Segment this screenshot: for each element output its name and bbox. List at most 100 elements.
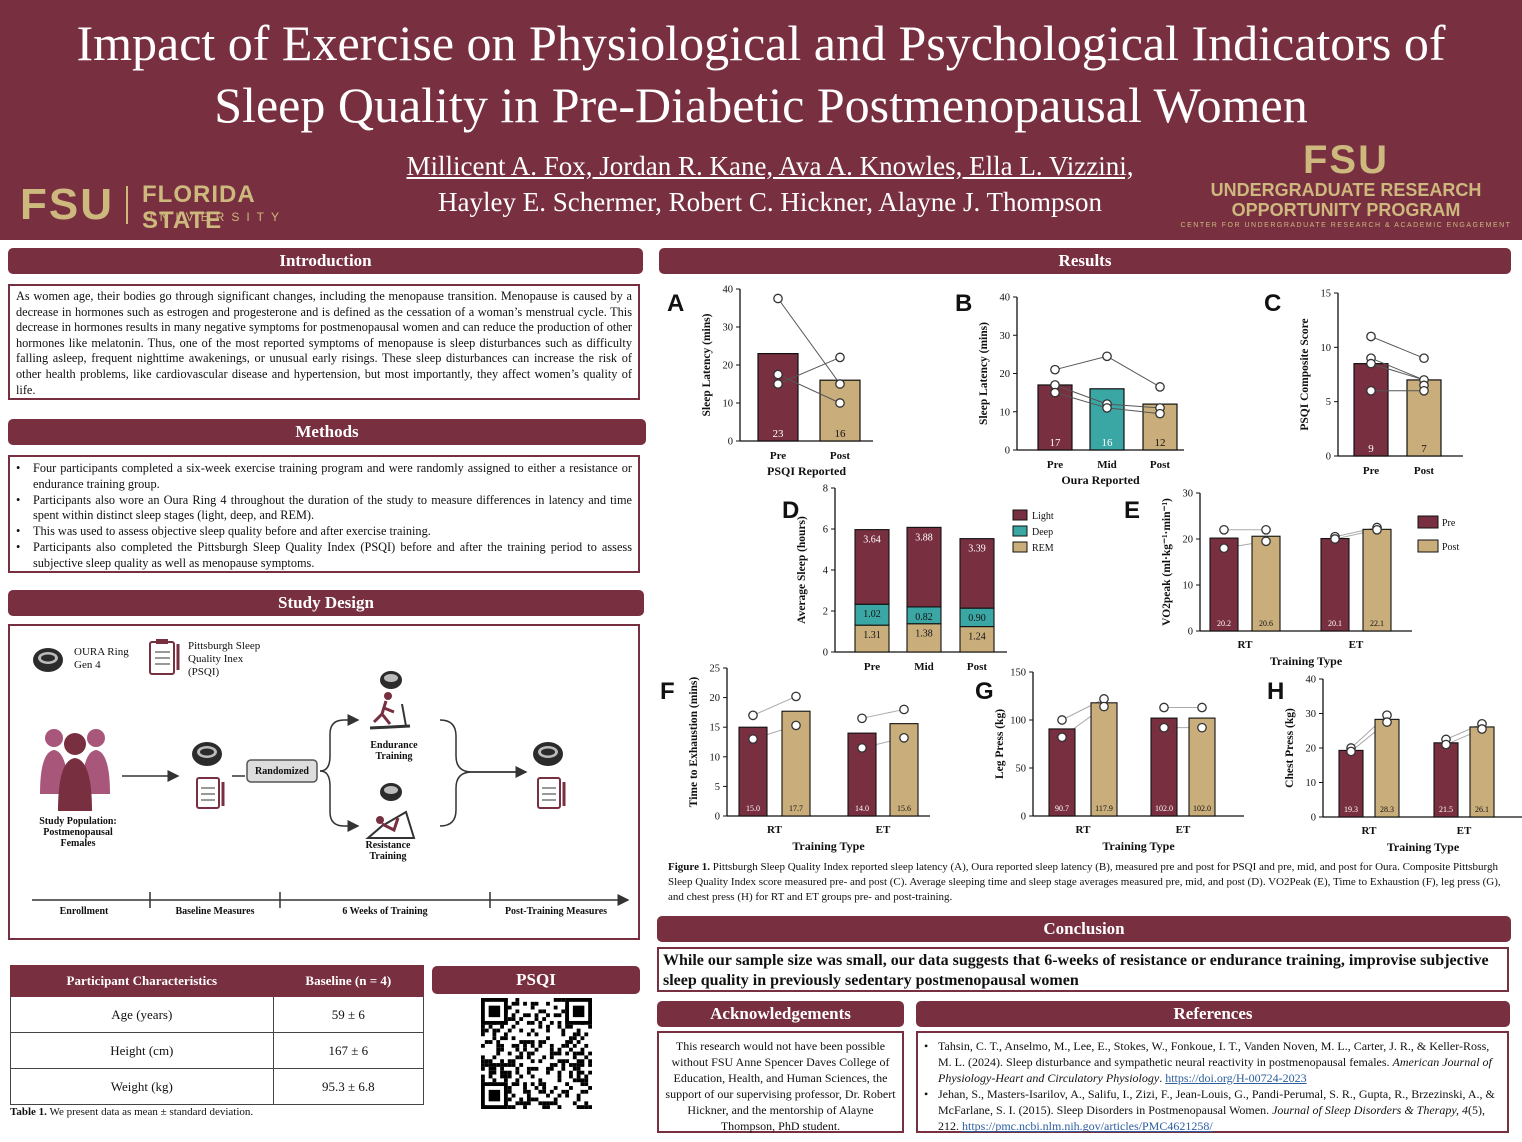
post-clipboard-icon	[537, 777, 566, 809]
x-tick-label-F: ET	[876, 824, 891, 836]
table-header: Participant Characteristics	[10, 965, 274, 997]
qr-module	[481, 1024, 485, 1029]
qr-module	[515, 1066, 520, 1071]
title-line-1: Impact of Exercise on Physiological and …	[76, 15, 1446, 71]
subject-line-F	[861, 708, 905, 719]
reference-link[interactable]: https://doi.org/H-00724-2023	[1165, 1071, 1307, 1085]
qr-module	[515, 1078, 520, 1083]
data-point-H	[1382, 717, 1392, 727]
y-tick-label-G: 100	[1010, 716, 1026, 727]
qr-module	[519, 1074, 524, 1079]
x-axis-label-G: Training Type	[1102, 839, 1175, 853]
references-list: Tahsin, C. T., Anselmo, M., Lee, E., Sto…	[916, 1031, 1509, 1133]
y-tick-label-C: 0	[1326, 452, 1331, 463]
stacked-bar-light	[906, 526, 942, 608]
qr-module	[526, 1097, 531, 1102]
bar-value-label-C: 9	[1368, 443, 1374, 455]
x-axis-label-B: Oura Reported	[1061, 473, 1140, 487]
qr-module	[530, 1074, 535, 1079]
legend-swatch-post	[1417, 539, 1439, 553]
introduction-text: As women age, their bodies go through si…	[8, 284, 640, 400]
qr-module	[515, 1101, 520, 1106]
y-tick-label-E: 10	[1183, 581, 1194, 592]
qr-module	[511, 1013, 516, 1018]
data-point-B	[1102, 403, 1112, 413]
qr-module	[580, 1036, 585, 1041]
data-point-A	[773, 379, 783, 389]
qr-module	[584, 1101, 589, 1106]
urop-line-2: OPPORTUNITY PROGRAM	[1231, 200, 1461, 220]
fig-letter-f: F	[660, 678, 675, 705]
conclusion-heading: Conclusion	[657, 916, 1511, 942]
qr-module	[503, 1032, 508, 1037]
methods-list: Four participants completed a six-week e…	[8, 455, 640, 573]
bar-value-label-B: 17	[1050, 437, 1062, 449]
qr-module	[530, 1043, 535, 1048]
legend-label-pre: Pre	[1442, 518, 1456, 529]
qr-module	[496, 1063, 501, 1067]
clipboard-icon	[149, 639, 180, 675]
qr-finder	[572, 1005, 585, 1018]
data-point-B	[1155, 408, 1165, 419]
table-cell: Weight (kg)	[10, 1068, 274, 1105]
qr-module	[546, 1024, 550, 1029]
x-tick-label-D: Post	[967, 661, 988, 673]
qr-module	[511, 1001, 516, 1006]
qr-module	[569, 1074, 573, 1079]
y-tick-label-D: 4	[823, 566, 829, 577]
qr-module	[488, 1063, 493, 1067]
acknowledgements-text: This research would not have been possib…	[657, 1031, 904, 1133]
qr-module	[523, 1043, 527, 1048]
qr-module	[542, 1055, 547, 1060]
qr-module	[515, 1001, 520, 1006]
y-axis-label-F: Time to Exhaustion (mins)	[688, 677, 700, 808]
qr-module	[546, 1013, 550, 1018]
qr-module	[511, 1063, 516, 1067]
bar-B	[1089, 388, 1125, 451]
qr-module	[534, 1001, 539, 1006]
qr-code[interactable]	[481, 998, 592, 1109]
reference-link[interactable]: https://pmc.ncbi.nlm.nih.gov/articles/PM…	[962, 1119, 1213, 1133]
qr-module	[481, 1074, 485, 1079]
data-point-C	[1366, 385, 1376, 396]
qr-module	[546, 1093, 550, 1098]
data-point-E	[1261, 524, 1271, 535]
stacked-bar-rem	[959, 626, 995, 653]
stacked-value-deep: 0.90	[968, 613, 986, 624]
data-point-E	[1261, 536, 1271, 547]
qr-module	[534, 1032, 539, 1037]
bar-value-label-B: 12	[1155, 437, 1166, 449]
y-tick-label-H: 30	[1306, 709, 1317, 720]
qr-module	[484, 1059, 489, 1064]
data-point-E	[1330, 534, 1340, 544]
logo-divider	[126, 186, 128, 224]
reference-text: Jehan, S., Masters-Isarilov, A., Salifu,…	[938, 1087, 1495, 1117]
qr-module	[549, 1051, 554, 1056]
stacked-value-rem: 1.38	[915, 629, 933, 640]
qr-module	[569, 1070, 573, 1075]
x-axis-label-H: Training Type	[1387, 840, 1460, 854]
qr-module	[576, 1070, 581, 1075]
qr-module	[507, 1070, 512, 1075]
qr-module	[546, 1105, 550, 1109]
figure-caption: Figure 1. Pittsburgh Sleep Quality Index…	[668, 860, 1508, 905]
y-tick-label-G: 150	[1010, 668, 1026, 679]
qr-module	[549, 1063, 554, 1067]
qr-module	[553, 1086, 558, 1090]
oura-label: OURA Ring Gen 4	[74, 646, 129, 671]
qr-module	[538, 1082, 543, 1087]
qr-module	[507, 1063, 512, 1067]
qr-module	[553, 1005, 558, 1010]
qr-module	[534, 1013, 539, 1018]
timeline-training: 6 Weeks of Training	[342, 906, 428, 917]
bar-G-post	[1188, 717, 1216, 817]
x-tick-label-A: Post	[830, 450, 851, 462]
qr-module	[481, 1059, 485, 1064]
y-tick-label-C: 10	[1321, 343, 1332, 354]
psqi-heading: PSQI	[432, 966, 640, 994]
qr-module	[572, 1101, 577, 1106]
legend-label-rem: REM	[1032, 543, 1054, 554]
legend-swatch-pre	[1417, 515, 1439, 529]
y-tick-label-C: 15	[1321, 289, 1332, 300]
